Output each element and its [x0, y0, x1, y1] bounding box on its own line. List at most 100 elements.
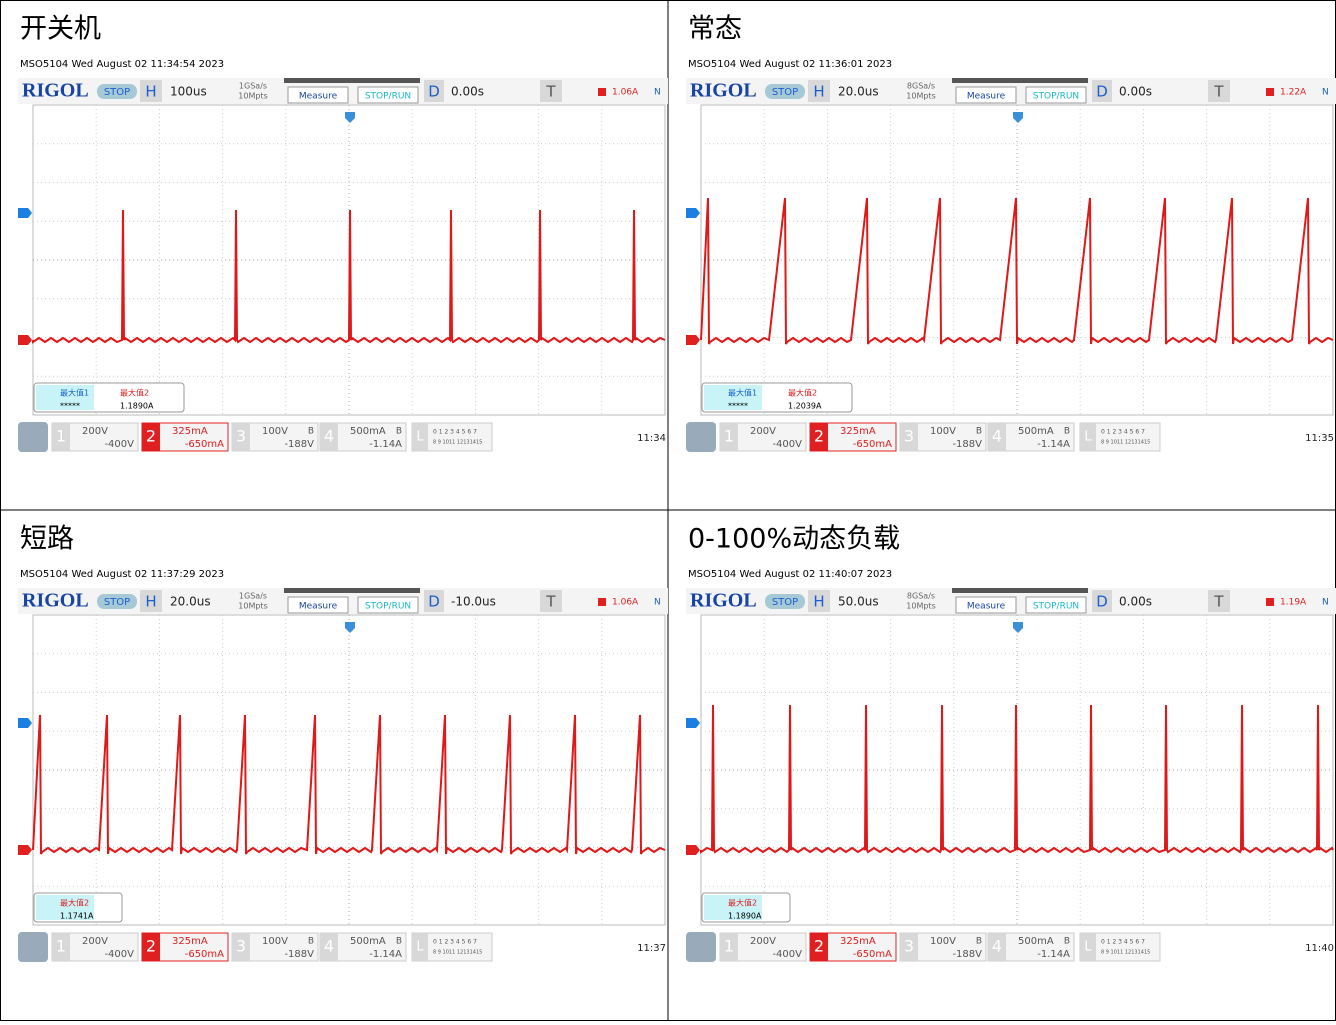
measure-name: 最大值2 [788, 388, 817, 398]
channel-scale: 100V [262, 426, 288, 437]
menu-icon [686, 422, 716, 452]
brand: RIGOL [690, 80, 757, 102]
measure-label: Measure [967, 92, 1006, 102]
channel-scale: 500mA [1018, 426, 1054, 437]
memory: 10Mpts [906, 92, 935, 101]
h-label: H [145, 83, 156, 101]
measure-value: ***** [728, 402, 748, 411]
channel-number: 4 [324, 937, 334, 956]
logic-bits: 0 1 2 3 4 5 6 7 [433, 939, 477, 946]
stoprun-label: STOP/RUN [1033, 602, 1079, 612]
channel-scale: 325mA [840, 426, 876, 437]
measure-label: Measure [299, 92, 338, 102]
measure-name: 最大值2 [728, 898, 757, 908]
sample-rate: 1GSa/s [239, 592, 267, 601]
channel-scale: 325mA [840, 936, 876, 947]
channel-number: 1 [724, 937, 734, 956]
timebase: 20.0us [838, 85, 879, 99]
clock: 11:37 [637, 943, 666, 954]
panel-title: 0-100%动态负载 [688, 524, 900, 555]
stop-label: STOP [772, 87, 798, 98]
logic-bits: 0 1 2 3 4 5 6 7 [433, 429, 477, 436]
h-label: H [813, 83, 824, 101]
channel-scale: 200V [82, 426, 108, 437]
measure-value: 1.2039A [788, 402, 822, 411]
stop-label: STOP [104, 597, 130, 608]
channel-number: 2 [146, 427, 156, 446]
channel-number: 4 [324, 427, 334, 446]
d-label: D [428, 83, 440, 101]
channel-number: 2 [814, 427, 824, 446]
channel-offset: -650mA [185, 949, 224, 960]
channel-number: 1 [56, 427, 66, 446]
measure-value: ***** [60, 402, 80, 411]
trigger-mode: N [1322, 598, 1329, 608]
channel-offset: -1.14A [369, 949, 402, 960]
t-label: T [545, 593, 556, 611]
trigger-source [598, 598, 606, 606]
brand: RIGOL [690, 590, 757, 612]
h-label: H [813, 593, 824, 611]
panel-title: 常态 [688, 14, 742, 45]
stoprun-label: STOP/RUN [365, 92, 411, 102]
channel-scale: 325mA [172, 426, 208, 437]
trigger-level: 1.19A [1280, 598, 1307, 608]
trigger-level: 1.06A [612, 598, 639, 608]
timebase: 20.0us [170, 595, 211, 609]
channel-offset: -188V [952, 949, 982, 960]
trigger-level: 1.22A [1280, 88, 1307, 98]
bandwidth-limit: B [1064, 427, 1070, 437]
channel-number: 3 [904, 937, 914, 956]
memory: 10Mpts [906, 602, 935, 611]
channel-scale: 100V [930, 426, 956, 437]
logic-bits: 0 1 2 3 4 5 6 7 [1101, 429, 1145, 436]
logic-bits: 8 9 1011 12131415 [433, 950, 482, 956]
bandwidth-limit: B [308, 937, 314, 947]
trigger-source [1266, 88, 1274, 96]
channel-scale: 325mA [172, 936, 208, 947]
brand: RIGOL [22, 80, 89, 102]
brand: RIGOL [22, 590, 89, 612]
t-label: T [545, 83, 556, 101]
channel-offset: -400V [772, 439, 802, 450]
measure-label: Measure [967, 602, 1006, 612]
channel-number: 4 [992, 937, 1002, 956]
channel-offset: -1.14A [1037, 949, 1070, 960]
delay: 0.00s [1119, 595, 1152, 609]
trigger-level: 1.06A [612, 88, 639, 98]
channel-offset: -1.14A [1037, 439, 1070, 450]
clock: 11:40 [1305, 943, 1334, 954]
d-label: D [1096, 593, 1108, 611]
channel-number: 2 [814, 937, 824, 956]
channel-number: 3 [904, 427, 914, 446]
channel-scale: 500mA [1018, 936, 1054, 947]
channel-offset: -188V [284, 949, 314, 960]
stoprun-label: STOP/RUN [1033, 92, 1079, 102]
measure-value: 1.1741A [60, 912, 94, 921]
memory: 10Mpts [238, 602, 267, 611]
scope-header: MSO5104 Wed August 02 11:34:54 2023 [20, 59, 224, 70]
measure-name: 最大值2 [60, 898, 89, 908]
memory-bar [952, 588, 1088, 593]
trigger-mode: N [654, 598, 661, 608]
menu-icon [18, 932, 48, 962]
logic-bits: 8 9 1011 12131415 [433, 440, 482, 446]
channel-scale: 500mA [350, 426, 386, 437]
h-label: H [145, 593, 156, 611]
stoprun-label: STOP/RUN [365, 602, 411, 612]
bandwidth-limit: B [396, 937, 402, 947]
delay: 0.00s [451, 85, 484, 99]
channel-number: 3 [236, 937, 246, 956]
logic-bits: 8 9 1011 12131415 [1101, 950, 1150, 956]
measure-name: 最大值1 [60, 388, 89, 398]
channel-offset: -400V [104, 949, 134, 960]
memory: 10Mpts [238, 92, 267, 101]
scope-panel: 0-100%动态负载MSO5104 Wed August 02 11:40:07… [686, 524, 1336, 963]
menu-icon [18, 422, 48, 452]
channel-offset: -650mA [853, 949, 892, 960]
logic-label: L [416, 430, 424, 445]
sample-rate: 8GSa/s [907, 82, 935, 91]
bandwidth-limit: B [396, 427, 402, 437]
channel-number: 3 [236, 427, 246, 446]
